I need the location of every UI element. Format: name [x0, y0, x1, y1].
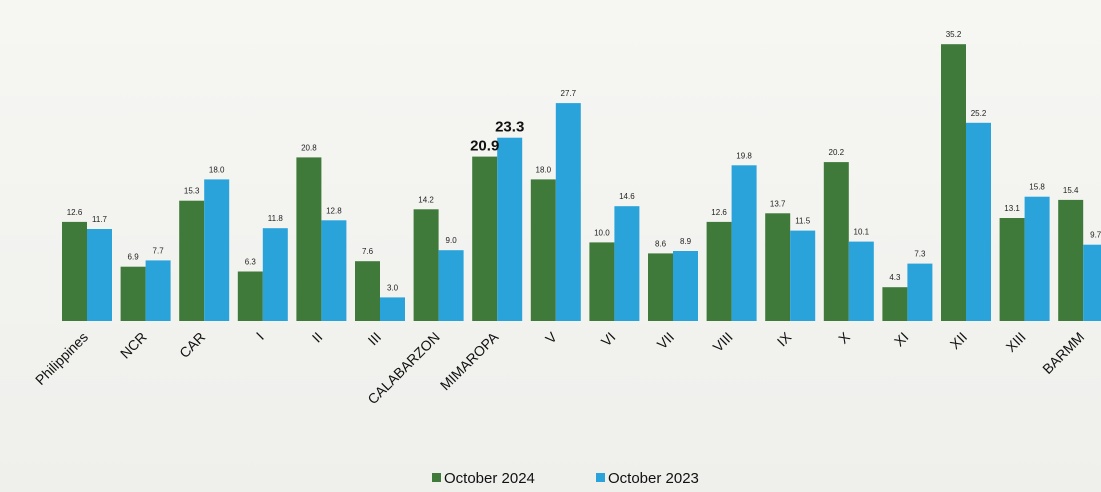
bar-oct2023-7 [497, 137, 523, 321]
value-label-oct2024-11: 12.6 [711, 208, 727, 217]
value-label-oct2024-16: 13.1 [1004, 204, 1020, 213]
bar-oct2024-3 [237, 271, 263, 321]
value-label-oct2024-17: 15.4 [1063, 186, 1079, 195]
category-label-7: MIMAROPA [437, 328, 502, 393]
value-labels-layer: 12.6 11.7 6.9 7.7 15.3 18.0 6.3 11.8 20.8 12.8 7.6… [67, 30, 1101, 292]
bar-oct2023-6 [438, 250, 464, 321]
category-tick-labels: Philippines NCR CAR I II IIICALABARZONMIMAROP… [32, 328, 1087, 407]
bar-oct2024-6 [413, 209, 439, 321]
bar-oct2023-10 [673, 251, 698, 321]
bar-oct2023-4 [321, 220, 347, 321]
legend-swatch-series-1 [432, 473, 441, 482]
value-label-oct2023-0: 11.7 [92, 215, 108, 224]
category-label-0: Philippines [32, 329, 91, 388]
bar-oct2023-11 [731, 165, 757, 321]
legend: October 2024 October 2023 [432, 470, 699, 487]
category-label-2: CAR [176, 329, 208, 361]
value-label-oct2024-4: 20.8 [301, 143, 317, 152]
value-label-oct2023-8: 27.7 [561, 89, 577, 98]
value-label-oct2024-9: 10.0 [594, 228, 610, 237]
value-label-oct2023-10: 8.9 [680, 237, 692, 246]
category-label-10: VII [654, 329, 677, 352]
bar-oct2023-13 [848, 241, 874, 321]
value-label-oct2024-8: 18.0 [536, 165, 552, 174]
legend-swatch-series-2 [596, 473, 605, 482]
value-label-oct2024-12: 13.7 [770, 199, 786, 208]
category-label-13: X [835, 328, 853, 346]
bar-oct2024-12 [765, 213, 791, 321]
legend-label-series-1: October 2024 [444, 470, 535, 487]
category-label-5: III [365, 329, 385, 349]
bar-oct2024-2 [179, 200, 205, 321]
bar-oct2024-0 [62, 221, 87, 321]
value-label-oct2023-4: 12.8 [326, 206, 342, 215]
bar-oct2023-1 [145, 260, 171, 321]
category-label-14: XI [891, 329, 912, 350]
category-label-15: XII [947, 329, 970, 352]
value-label-oct2023-9: 14.6 [619, 192, 635, 201]
bar-oct2023-15 [966, 122, 991, 321]
legend-label-series-2: October 2023 [608, 470, 699, 487]
bar-oct2024-7 [472, 156, 498, 321]
bar-oct2024-5 [355, 261, 380, 321]
value-label-oct2023-13: 10.1 [854, 228, 870, 237]
value-label-oct2023-17: 9.7 [1090, 231, 1101, 240]
category-label-16: XIII [1003, 329, 1029, 355]
value-label-oct2024-13: 20.2 [829, 148, 845, 157]
bar-oct2024-16 [999, 218, 1025, 321]
value-label-oct2023-12: 11.5 [795, 217, 811, 226]
bar-oct2024-13 [823, 162, 849, 321]
bar-oct2023-14 [907, 263, 933, 321]
category-label-11: VIII [710, 329, 736, 355]
value-label-oct2023-3: 11.8 [268, 214, 284, 223]
value-label-oct2023-15: 25.2 [971, 109, 987, 118]
value-label-oct2024-6: 14.2 [418, 195, 434, 204]
value-label-oct2024-14: 4.3 [889, 273, 901, 282]
bar-oct2023-3 [262, 228, 288, 321]
bar-oct2023-0 [87, 229, 112, 321]
bar-oct2024-9 [589, 242, 615, 321]
bar-oct2024-17 [1058, 199, 1084, 321]
value-label-oct2024-15: 35.2 [946, 30, 962, 39]
bar-oct2024-1 [120, 266, 146, 321]
category-label-3: I [253, 329, 267, 343]
bar-oct2023-2 [204, 179, 230, 321]
bar-oct2024-11 [706, 221, 732, 321]
value-label-oct2024-1: 6.9 [128, 253, 140, 262]
category-label-12: IX [774, 328, 795, 349]
bar-oct2023-5 [380, 297, 405, 321]
value-label-oct2024-2: 15.3 [184, 187, 200, 196]
value-label-oct2024-3: 6.3 [245, 258, 257, 267]
bar-oct2023-16 [1024, 196, 1050, 321]
bar-oct2023-9 [614, 206, 640, 321]
bars-layer [62, 44, 1101, 321]
category-label-8: V [542, 328, 560, 346]
bar-oct2024-8 [530, 179, 556, 321]
category-label-4: II [309, 329, 326, 346]
value-label-oct2024-5: 7.6 [362, 247, 374, 256]
bar-oct2024-10 [648, 253, 673, 321]
value-label-oct2024-0: 12.6 [67, 208, 83, 217]
bar-oct2024-14 [882, 287, 908, 321]
value-label-oct2023-1: 7.7 [153, 246, 165, 255]
value-label-oct2023-14: 7.3 [914, 250, 926, 259]
value-label-oct2023-11: 19.8 [736, 151, 752, 160]
category-label-9: VI [598, 329, 619, 350]
bar-oct2023-12 [790, 230, 816, 321]
bar-oct2024-15 [941, 44, 966, 321]
bar-oct2023-8 [555, 103, 581, 321]
category-label-1: NCR [117, 329, 150, 362]
category-label-17: BARMM [1039, 329, 1087, 377]
value-label-oct2024-10: 8.6 [655, 239, 667, 248]
value-label-oct2023-7: 23.3 [495, 119, 524, 136]
bar-oct2024-4 [296, 157, 322, 321]
value-label-oct2023-5: 3.0 [387, 283, 399, 292]
value-label-oct2023-16: 15.8 [1029, 183, 1045, 192]
value-label-oct2023-2: 18.0 [209, 165, 225, 174]
value-label-oct2024-7: 20.9 [470, 138, 499, 155]
bar-oct2023-17 [1083, 244, 1101, 321]
value-label-oct2023-6: 9.0 [446, 236, 458, 245]
